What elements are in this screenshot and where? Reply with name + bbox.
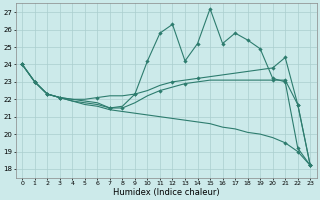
X-axis label: Humidex (Indice chaleur): Humidex (Indice chaleur) (113, 188, 220, 197)
